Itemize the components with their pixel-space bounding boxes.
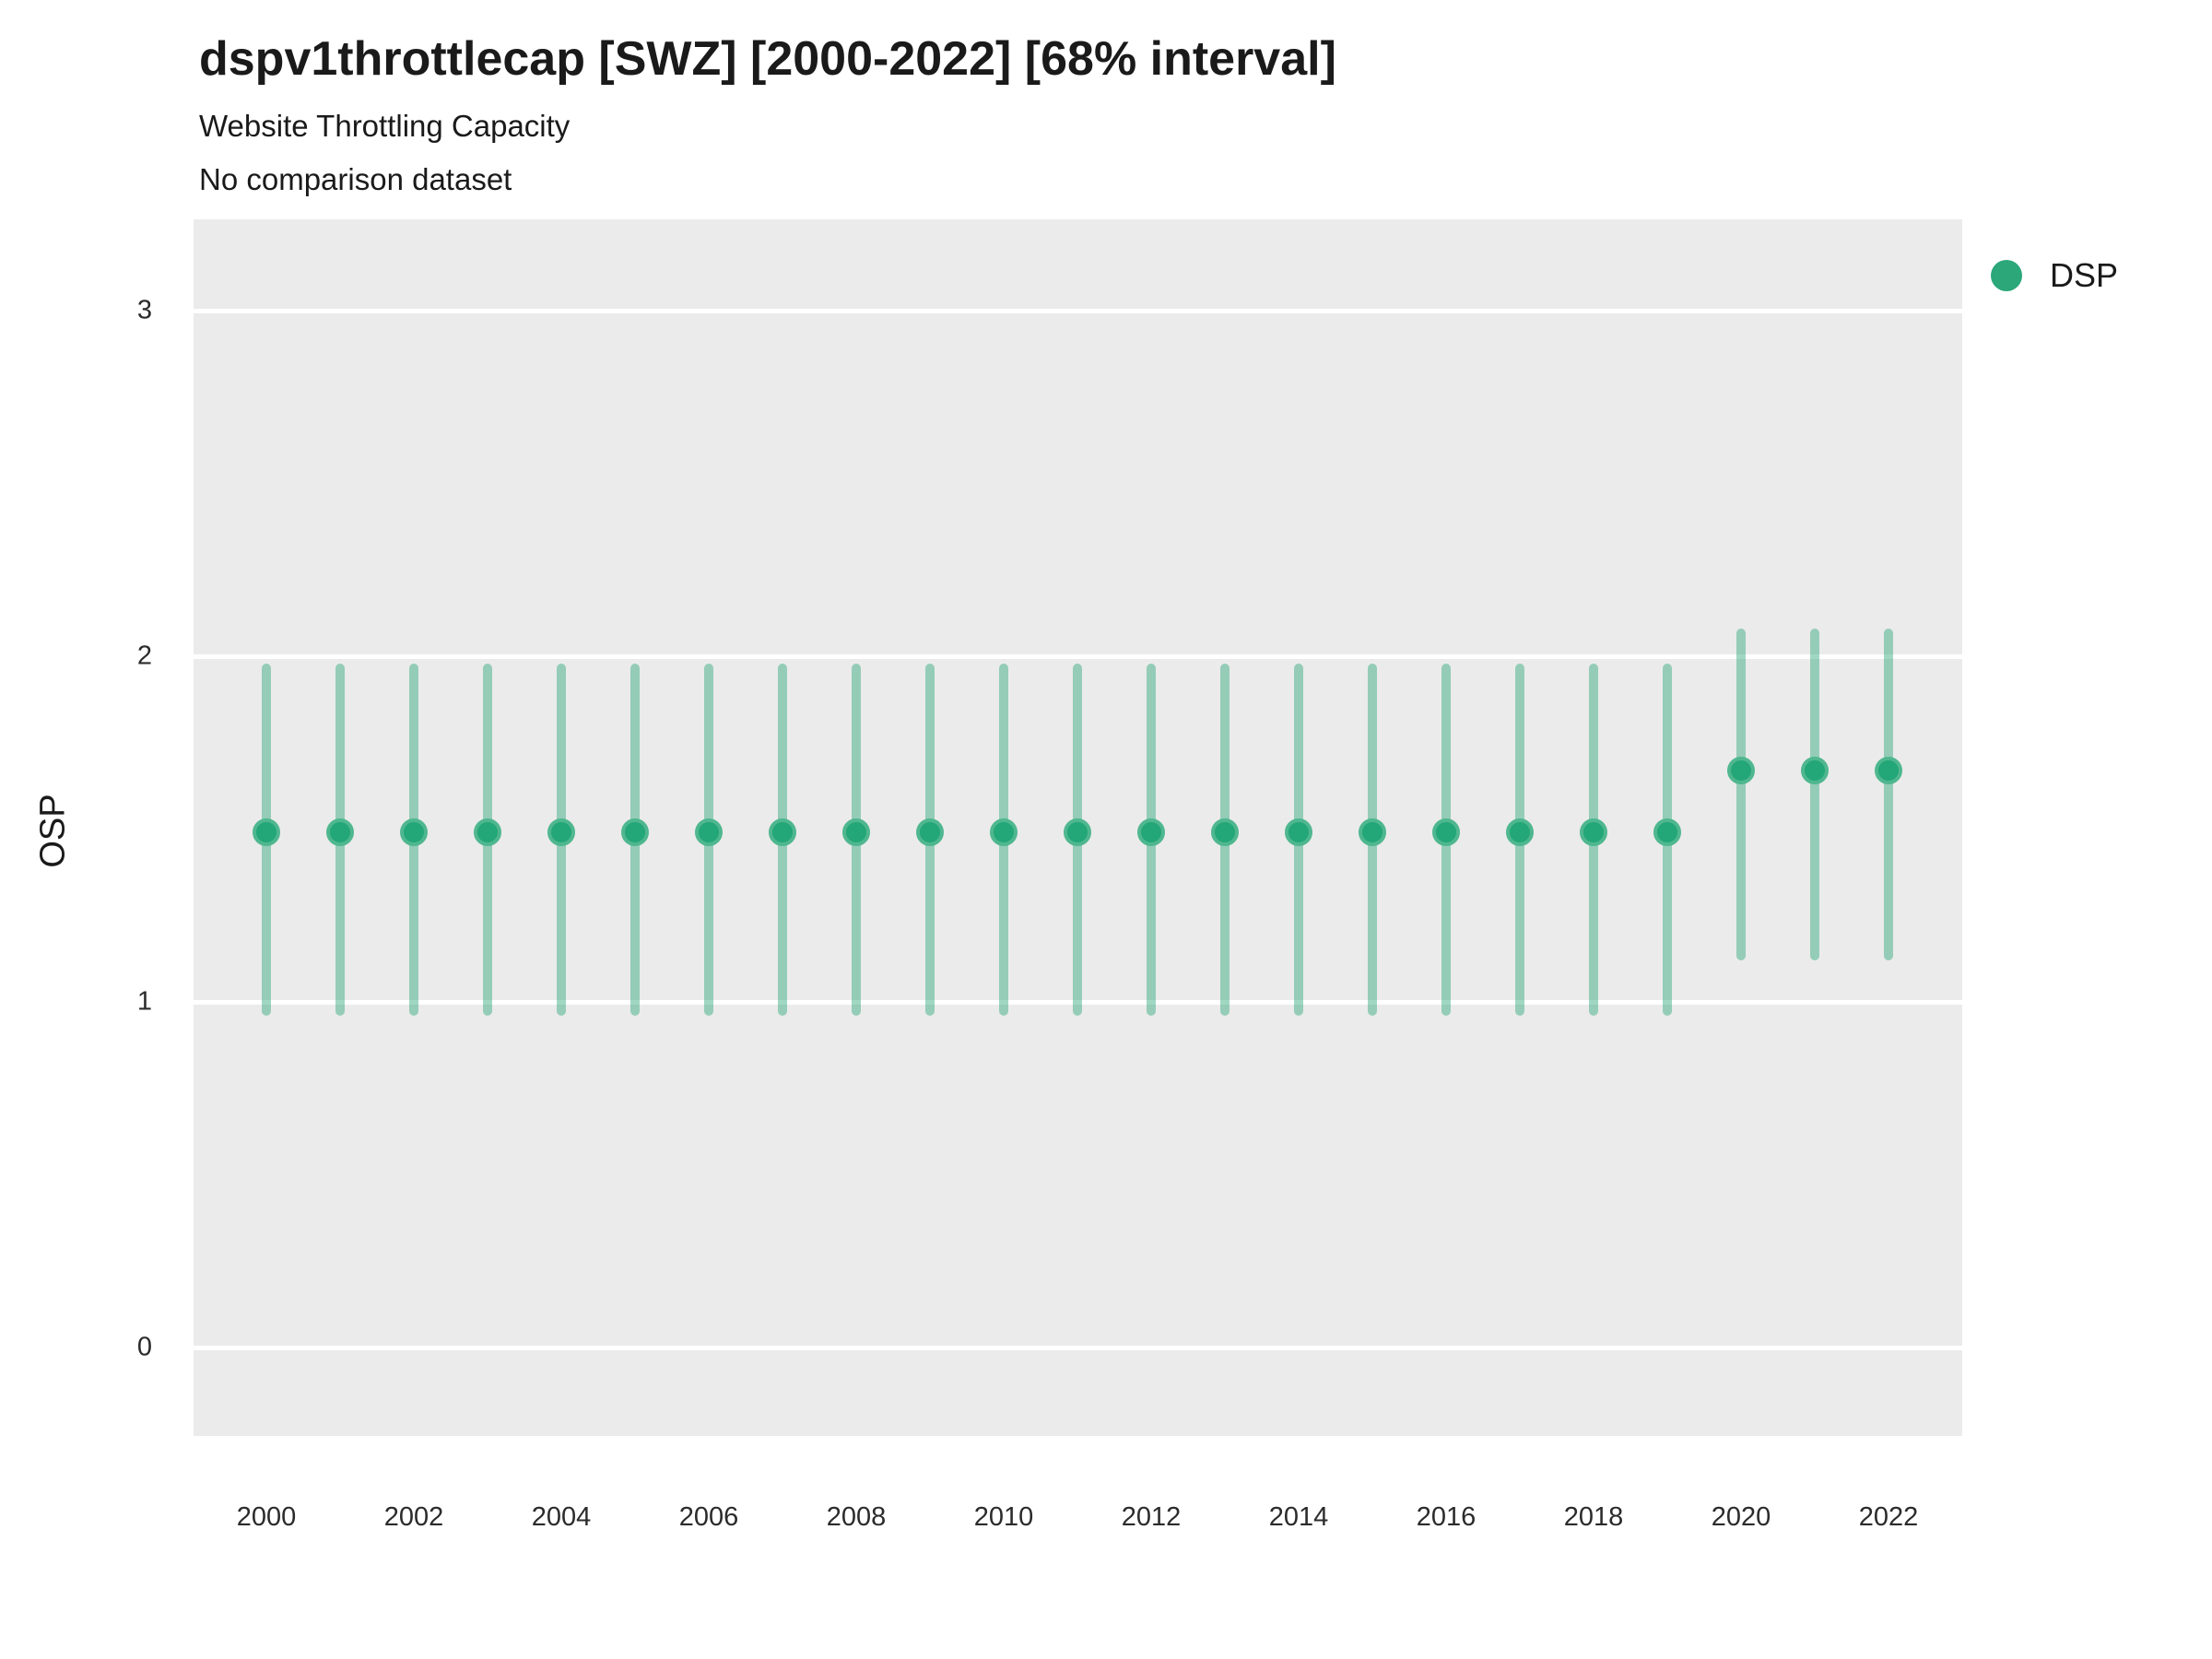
x-tick-label-2012: 2012 <box>1121 1502 1182 1532</box>
data-point-2014 <box>1285 818 1312 847</box>
gridline-y-2 <box>194 653 1962 659</box>
comparison-note: No comparison dataset <box>199 162 512 196</box>
data-point-2018 <box>1580 818 1607 847</box>
data-point-2006 <box>695 818 723 847</box>
data-point-2017 <box>1506 818 1534 847</box>
data-point-2001 <box>326 818 354 847</box>
x-tick-label-2006: 2006 <box>678 1502 739 1532</box>
y-tick-label-2: 2 <box>136 641 152 671</box>
x-tick-label-2014: 2014 <box>1268 1502 1329 1532</box>
y-tick-label-3: 3 <box>136 295 152 325</box>
data-point-2013 <box>1211 818 1239 847</box>
plot-area <box>194 219 1962 1436</box>
data-point-2004 <box>547 818 575 847</box>
x-tick-label-2018: 2018 <box>1563 1502 1624 1532</box>
data-point-2010 <box>990 818 1018 847</box>
interval-bar-2022 <box>1884 629 1893 960</box>
data-point-2016 <box>1432 818 1460 847</box>
y-tick-label-1: 1 <box>136 986 152 1017</box>
x-tick-label-2008: 2008 <box>826 1502 887 1532</box>
x-tick-label-2016: 2016 <box>1416 1502 1477 1532</box>
gridline-y-0 <box>194 1345 1962 1350</box>
page-title: dspv1throttlecap [SWZ] [2000-2022] [68% … <box>199 32 1336 86</box>
data-point-2011 <box>1064 818 1091 847</box>
x-tick-label-2004: 2004 <box>531 1502 592 1532</box>
dsp-legend-dot-icon <box>1991 260 2022 291</box>
data-point-2005 <box>621 818 649 847</box>
data-point-2022 <box>1875 756 1902 784</box>
x-tick-label-2010: 2010 <box>973 1502 1034 1532</box>
data-point-2008 <box>842 818 870 847</box>
data-point-2007 <box>769 818 796 847</box>
data-point-2003 <box>474 818 501 847</box>
data-point-2015 <box>1359 818 1386 847</box>
chart-subtitle: Website Throttling Capacity <box>199 109 571 143</box>
data-point-2020 <box>1727 756 1755 784</box>
x-tick-label-2002: 2002 <box>383 1502 444 1532</box>
x-tick-label-2022: 2022 <box>1858 1502 1919 1532</box>
legend-label: DSP <box>2050 256 2119 294</box>
interval-bar-2020 <box>1736 629 1746 960</box>
data-point-2021 <box>1801 756 1829 784</box>
data-point-2000 <box>253 818 280 847</box>
gridline-y-3 <box>194 308 1962 313</box>
data-point-2009 <box>916 818 944 847</box>
legend: DSP <box>1991 256 2118 295</box>
x-tick-label-2020: 2020 <box>1711 1502 1771 1532</box>
data-point-2002 <box>400 818 428 847</box>
interval-bar-2021 <box>1810 629 1819 960</box>
data-point-2012 <box>1137 818 1165 847</box>
gridline-y-1 <box>194 999 1962 1005</box>
data-point-2019 <box>1653 818 1681 847</box>
y-axis-title: OSP <box>33 794 73 868</box>
x-tick-label-2000: 2000 <box>236 1502 297 1532</box>
y-tick-label-0: 0 <box>136 1332 152 1362</box>
